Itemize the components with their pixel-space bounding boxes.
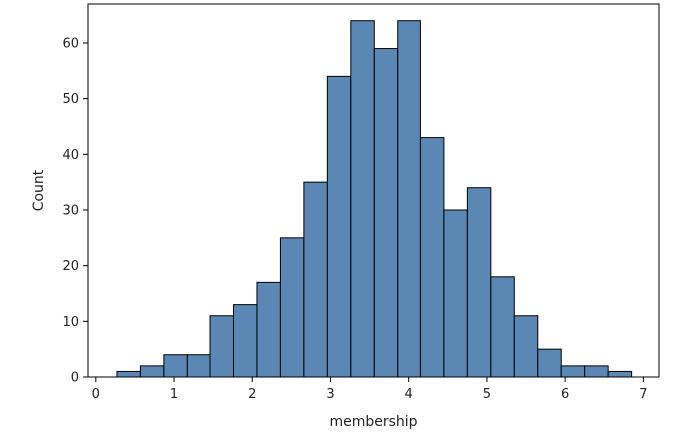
x-tick-label: 0 (92, 387, 100, 402)
y-tick-label: 0 (71, 371, 79, 386)
histogram-bar (186, 354, 211, 378)
histogram-bar (466, 187, 492, 378)
histogram-bar (303, 181, 328, 378)
y-tick-label: 10 (62, 315, 79, 330)
x-axis-label: membership (329, 414, 417, 430)
histogram-bar (560, 365, 586, 378)
plot-frame (87, 3, 660, 378)
x-tick-label: 1 (170, 387, 178, 402)
x-tick-label: 3 (326, 387, 334, 402)
histogram-bar (232, 304, 258, 378)
x-tick-label: 4 (405, 387, 413, 402)
x-tick-label: 5 (483, 387, 491, 402)
y-tick-label: 20 (62, 259, 79, 274)
histogram-bar (373, 48, 399, 378)
histogram-bar (537, 348, 562, 378)
histogram-bar (326, 75, 352, 378)
y-axis-label: Count (31, 169, 47, 211)
histogram-bar (139, 365, 165, 378)
histogram-bar (279, 237, 305, 378)
x-tick-label: 7 (639, 387, 647, 402)
histogram-bar (209, 315, 234, 378)
y-axis: 0 10 20 30 40 50 60 (62, 36, 88, 386)
x-tick-label: 6 (561, 387, 569, 402)
x-axis: 0 1 2 3 4 5 6 7 (92, 377, 647, 402)
y-tick-label: 60 (62, 36, 79, 51)
histogram-bar (116, 370, 141, 378)
histogram-bar (256, 281, 281, 378)
histogram-bar (607, 370, 633, 378)
bars-group (116, 20, 633, 378)
x-tick-label: 2 (248, 387, 256, 402)
histogram-bar (397, 20, 421, 378)
histogram-bar (513, 315, 539, 378)
histogram-bar (350, 20, 375, 378)
histogram-bar (163, 354, 188, 378)
histogram-bar (419, 137, 445, 378)
histogram-bar (584, 365, 609, 378)
histogram-bar (443, 209, 468, 378)
y-tick-label: 30 (62, 203, 79, 218)
y-tick-label: 50 (62, 92, 79, 107)
histogram-bar (490, 276, 515, 378)
y-tick-label: 40 (62, 148, 79, 163)
